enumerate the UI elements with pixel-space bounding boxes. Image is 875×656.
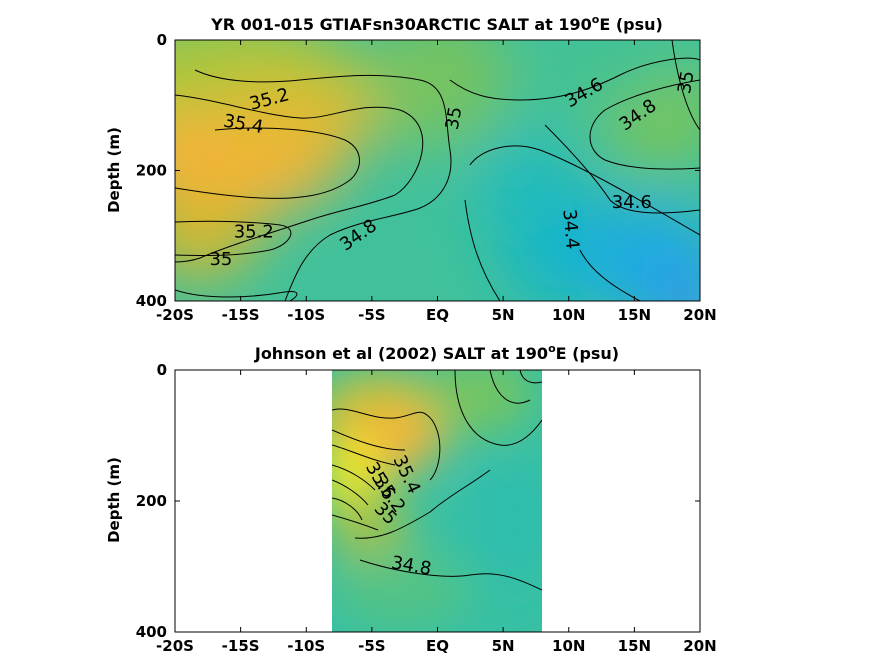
x-tick-label: -5S	[358, 637, 385, 655]
x-tick-label: -5S	[358, 306, 385, 324]
y-tick-label: 0	[157, 361, 167, 379]
x-tick-label: 5N	[492, 637, 515, 655]
panel-2: Johnson et al (2002) SALT at 190oE (psu)	[105, 342, 717, 655]
x-tick-label: 10N	[552, 306, 585, 324]
x-tick-label: -20S	[156, 637, 194, 655]
x-tick-label: -10S	[287, 637, 325, 655]
y-tick-label: 400	[136, 292, 167, 310]
panel-1-title: YR 001-015 GTIAFsn30ARCTIC SALT at 190oE…	[210, 13, 663, 34]
contour-label: 34.4	[558, 208, 582, 250]
contour-label: 35	[674, 69, 699, 95]
x-tick-label: -15S	[222, 306, 260, 324]
x-tick-label: 20N	[683, 637, 716, 655]
x-tick-label: 10N	[552, 637, 585, 655]
panel-1: YR 001-015 GTIAFsn30ARCTIC SALT at 190oE…	[105, 13, 717, 324]
contour-label: 35.2	[234, 221, 274, 242]
x-tick-label: -10S	[287, 306, 325, 324]
panel-1-axes: -20S -15S -10S -5S EQ 5N 10N 15N 20N 0 200 400	[136, 31, 717, 324]
x-tick-label: EQ	[426, 637, 449, 655]
y-tick-label: 200	[136, 492, 167, 510]
panel-1-contours	[175, 40, 700, 301]
x-tick-label: 15N	[618, 306, 651, 324]
panel-2-axes: -20S -15S -10S -5S EQ 5N 10N 15N 20N 0 200 400	[136, 361, 717, 655]
x-tick-label: 5N	[492, 306, 515, 324]
panel-1-ylabel: Depth (m)	[105, 127, 123, 213]
x-tick-label: 20N	[683, 306, 716, 324]
y-tick-label: 400	[136, 623, 167, 641]
y-tick-label: 200	[136, 162, 167, 180]
x-tick-label: EQ	[426, 306, 449, 324]
x-tick-label: -20S	[156, 306, 194, 324]
panel-2-ylabel: Depth (m)	[105, 457, 123, 543]
x-tick-label: -15S	[222, 637, 260, 655]
x-tick-label: 15N	[618, 637, 651, 655]
panel-2-contours	[332, 370, 542, 591]
y-tick-label: 0	[157, 31, 167, 49]
panel-2-title: Johnson et al (2002) SALT at 190oE (psu)	[254, 342, 619, 363]
contour-label: 34.6	[612, 192, 652, 213]
contour-label: 35	[209, 249, 232, 270]
contour-label: 35	[442, 105, 467, 131]
